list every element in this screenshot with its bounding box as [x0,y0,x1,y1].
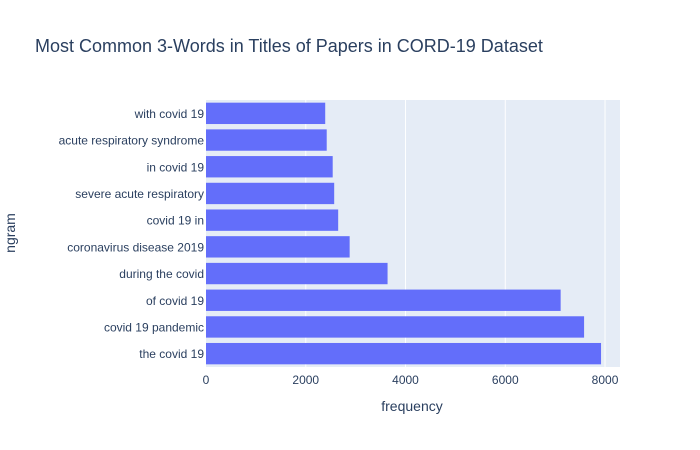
y-tick-label: the covid 19 [139,347,204,361]
bar [206,289,561,311]
y-tick-label: severe acute respiratory [75,187,204,201]
x-tick-labels: 0 2000 4000 6000 8000 [203,373,619,387]
x-tick-label: 6000 [492,373,519,387]
bar [206,209,339,231]
bar [206,316,585,338]
bar [206,102,326,125]
y-tick-label: of covid 19 [146,294,204,308]
y-tick-label: acute respiratory syndrome [59,134,205,148]
bars [206,102,602,365]
x-tick-label: 2000 [292,373,319,387]
y-tick-label: covid 19 pandemic [104,320,204,334]
bar [206,156,333,178]
y-tick-label: during the covid [119,267,204,281]
x-tick-label: 4000 [392,373,419,387]
x-tick-label: 8000 [592,373,619,387]
x-tick-label: 0 [203,373,210,387]
y-axis-title: ngram [2,213,18,253]
bar [206,236,350,258]
bar [206,182,335,205]
bar [206,342,602,365]
y-tick-label: in covid 19 [147,160,205,174]
y-tick-labels: with covid 19 acute respiratory syndrome i… [59,107,205,361]
x-axis-title: frequency [381,398,442,414]
chart-title: Most Common 3-Words in Titles of Papers … [35,36,543,56]
y-tick-label: with covid 19 [134,107,205,121]
bar [206,262,388,285]
bar [206,129,327,151]
y-tick-label: covid 19 in [147,214,204,228]
y-tick-label: coronavirus disease 2019 [67,240,204,254]
